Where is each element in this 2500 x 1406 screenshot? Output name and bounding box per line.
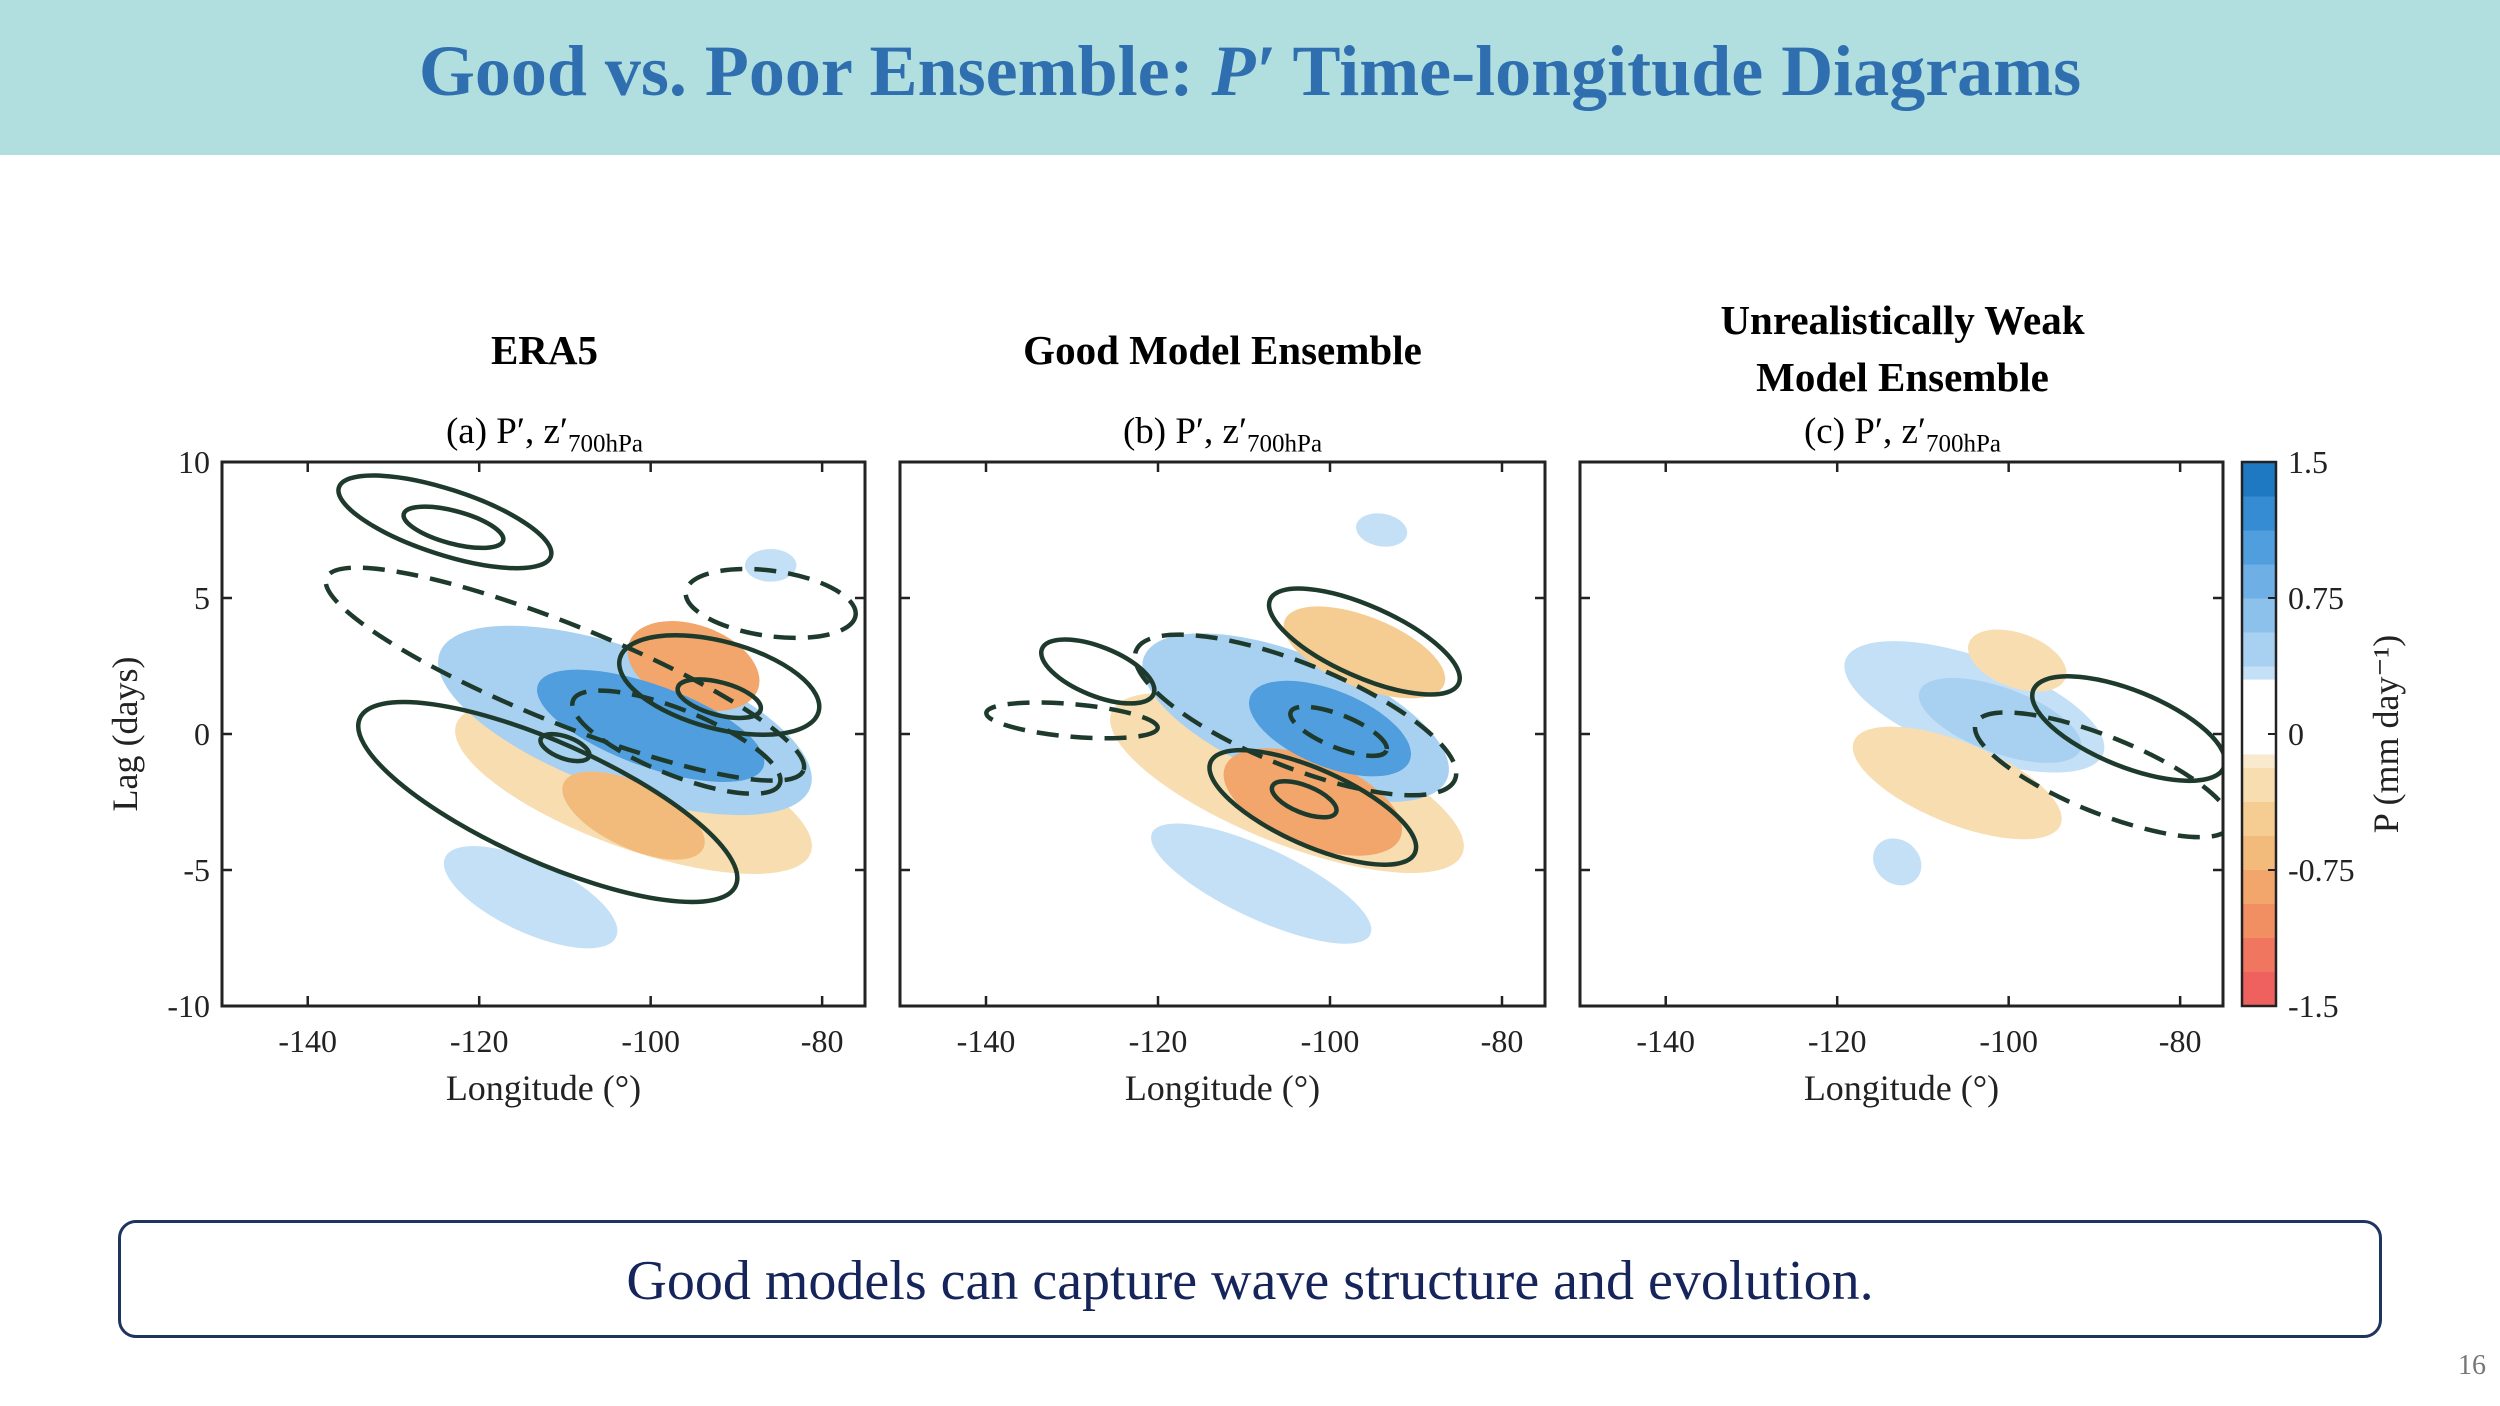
x-tick-label-0-1: -120: [450, 1023, 509, 1059]
colorbar-neg-segment-1: [2242, 768, 2276, 803]
colorbar-label: P (mm day⁻¹): [2366, 635, 2406, 833]
colorbar-neg-segment-6: [2242, 938, 2276, 973]
y-tick-label-2: 0: [194, 716, 210, 752]
precip-fill-1-5: [1223, 748, 1403, 856]
colorbar-pos-segment-5: [2242, 530, 2276, 565]
geopotential-contour-1-0: [1038, 637, 1157, 706]
colorbar-pos-segment-7: [2242, 462, 2276, 497]
y-axis-label: Lag (days): [105, 657, 145, 812]
geopotential-contour-0-6: [323, 565, 807, 783]
colorbar-pos-segment-2: [2242, 632, 2276, 667]
geopotential-contour-2-1: [1972, 710, 2223, 840]
colorbar-pos-segment-6: [2242, 496, 2276, 531]
geopotential-contour-1-3: [1269, 779, 1339, 820]
x-tick-label-2-2: -100: [1979, 1023, 2038, 1059]
precip-fill-0-6: [537, 669, 765, 783]
precip-fill-2-1: [1873, 838, 1922, 886]
x-tick-label-0-0: -140: [278, 1023, 337, 1059]
x-axis-label-2: Longitude (°): [1804, 1068, 1999, 1108]
precip-fill-1-6: [1248, 680, 1412, 777]
colorbar-pos-segment-3: [2242, 598, 2276, 633]
x-tick-label-2-3: -80: [2159, 1023, 2202, 1059]
panel-plot-0: [323, 473, 858, 949]
panel-a-label-text: (a) P′, z′: [445, 411, 568, 452]
geopotential-contour-2-0: [2029, 674, 2223, 784]
precip-fill-1-4: [1283, 606, 1446, 699]
x-tick-label-0-3: -80: [801, 1023, 844, 1059]
panel-c-title-line1: Unrealistically Weak: [1720, 297, 2085, 343]
y-tick-label-4: -10: [167, 988, 210, 1024]
x-axis-label-1: Longitude (°): [1125, 1068, 1320, 1108]
title-symbol: P′: [1211, 31, 1276, 111]
precip-fill-2-3: [1968, 629, 2067, 692]
y-tick-label-1: 5: [194, 580, 210, 616]
colorbar-neg-segment-7: [2242, 972, 2276, 1007]
panel-b-title-text: Good Model Ensemble: [1023, 327, 1422, 373]
colorbar-tick-label-3: -0.75: [2288, 852, 2355, 888]
geopotential-contour-0-7: [570, 688, 783, 796]
geopotential-contour-1-5: [984, 700, 1160, 741]
panel-a-title: ERA5: [222, 322, 867, 379]
precip-fill-1-1: [1356, 513, 1408, 547]
caption-text: Good models can capture wave structure a…: [626, 1250, 1874, 1312]
x-tick-label-2-1: -120: [1808, 1023, 1867, 1059]
x-tick-label-1-0: -140: [957, 1023, 1016, 1059]
geopotential-contour-1-1: [1266, 586, 1463, 697]
colorbar-tick-label-2: 0: [2288, 716, 2304, 752]
geopotential-contour-0-8: [683, 566, 858, 641]
geopotential-contour-0-5: [675, 677, 764, 721]
geopotential-contour-0-1: [401, 504, 506, 551]
colorbar-tick-label-4: -1.5: [2288, 988, 2339, 1024]
panel-plot-1: [984, 513, 1464, 944]
colorbar-neg-segment-4: [2242, 870, 2276, 905]
x-tick-label-1-3: -80: [1481, 1023, 1524, 1059]
colorbar-neg-segment-2: [2242, 802, 2276, 837]
panel-c-title-line2: Model Ensemble: [1756, 354, 2049, 400]
precip-fill-2-4: [1918, 677, 2082, 763]
title-suffix: Time-longitude Diagrams: [1275, 31, 2082, 111]
panel-b-label-text: (b) P′, z′: [1122, 411, 1248, 452]
precip-fill-0-1: [744, 549, 797, 582]
panel-c-label: (c) P′, z′700hPa: [1580, 410, 2225, 458]
title-bar: [0, 0, 2500, 155]
colorbar-neg-segment-3: [2242, 836, 2276, 871]
geopotential-contour-1-6: [1288, 704, 1390, 759]
geopotential-contour-1-4: [1132, 632, 1459, 798]
panel-c-label-sub: 700hPa: [1926, 430, 2001, 458]
geopotential-contour-0-2: [355, 699, 740, 905]
panel-a-title-text: ERA5: [490, 327, 599, 373]
colorbar-tick-label-0: 1.5: [2288, 444, 2328, 480]
panel-c-label-text: (c) P′, z′: [1803, 411, 1926, 452]
x-axis-label-0: Longitude (°): [446, 1068, 641, 1108]
panel-a-label: (a) P′, z′700hPa: [222, 410, 867, 458]
colorbar-tick-label-1: 0.75: [2288, 580, 2344, 616]
y-tick-label-3: -5: [183, 852, 210, 888]
geopotential-contour-0-4: [616, 633, 822, 738]
colorbar-pos-segment-4: [2242, 564, 2276, 599]
caption-box: Good models can capture wave structure a…: [118, 1220, 2382, 1338]
geopotential-contour-1-2: [1207, 747, 1419, 867]
x-tick-label-0-2: -100: [621, 1023, 680, 1059]
geopotential-contour-0-0: [336, 473, 554, 571]
geopotential-contour-0-3: [538, 731, 592, 764]
title-prefix: Good vs. Poor Ensemble:: [418, 31, 1212, 111]
colorbar-neg-segment-5: [2242, 904, 2276, 939]
panel-a-label-sub: 700hPa: [568, 430, 643, 458]
x-tick-label-2-0: -140: [1636, 1023, 1695, 1059]
precip-fill-0-4: [562, 771, 705, 860]
panel-c-title: Unrealistically Weak Model Ensemble: [1580, 292, 2225, 406]
panel-b-label-sub: 700hPa: [1247, 430, 1323, 458]
precip-fill-1-0: [1151, 823, 1372, 944]
precip-fill-0-0: [443, 846, 618, 949]
y-tick-label-0: 10: [178, 444, 210, 480]
x-tick-label-1-1: -120: [1129, 1023, 1188, 1059]
panel-b-title: Good Model Ensemble: [900, 322, 1545, 379]
panel-b-label: (b) P′, z′700hPa: [900, 410, 1545, 458]
x-tick-label-1-2: -100: [1301, 1023, 1360, 1059]
panel-plot-2: [1844, 629, 2223, 886]
precip-fill-2-2: [1852, 726, 2062, 840]
page-number: 16: [2458, 1350, 2486, 1381]
slide-title: Good vs. Poor Ensemble: P′ Time-longitud…: [0, 30, 2500, 113]
